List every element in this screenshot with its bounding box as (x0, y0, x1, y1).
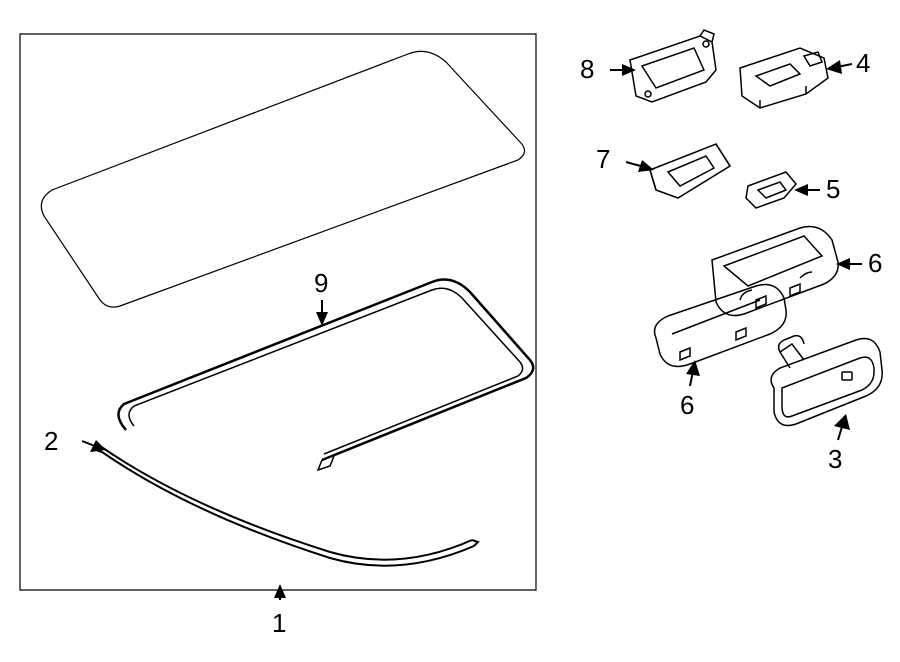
label-6a: 6 (868, 248, 882, 278)
callout-1: 1 (272, 584, 286, 638)
callout-8: 8 (580, 54, 636, 84)
label-2: 2 (44, 426, 58, 456)
label-1: 1 (272, 608, 286, 638)
callout-2: 2 (44, 426, 106, 456)
part-7 (650, 144, 730, 198)
label-6b: 6 (680, 390, 694, 420)
label-5: 5 (826, 174, 840, 204)
part-4 (740, 48, 828, 108)
callout-6-upper: 6 (836, 248, 882, 278)
windshield-glass (41, 51, 524, 307)
label-7: 7 (596, 144, 610, 174)
lower-dam-b (102, 452, 474, 566)
part-3-mirror (771, 336, 882, 426)
frame-box (20, 34, 536, 590)
callout-5: 5 (794, 174, 840, 204)
label-4: 4 (856, 48, 870, 78)
part-1-group (20, 34, 536, 590)
callout-6-lower: 6 (680, 360, 700, 420)
callout-9: 9 (314, 268, 328, 326)
part-8 (630, 30, 716, 102)
callout-3: 3 (828, 414, 850, 474)
reveal-molding-outer (118, 280, 533, 460)
label-3: 3 (828, 444, 842, 474)
part-6-upper (712, 227, 838, 316)
parts-diagram: 1 2 9 8 4 (0, 0, 900, 662)
label-8: 8 (580, 54, 594, 84)
callout-4: 4 (826, 48, 870, 78)
callout-7: 7 (596, 144, 654, 174)
part-5 (746, 172, 796, 208)
label-9: 9 (314, 268, 328, 298)
